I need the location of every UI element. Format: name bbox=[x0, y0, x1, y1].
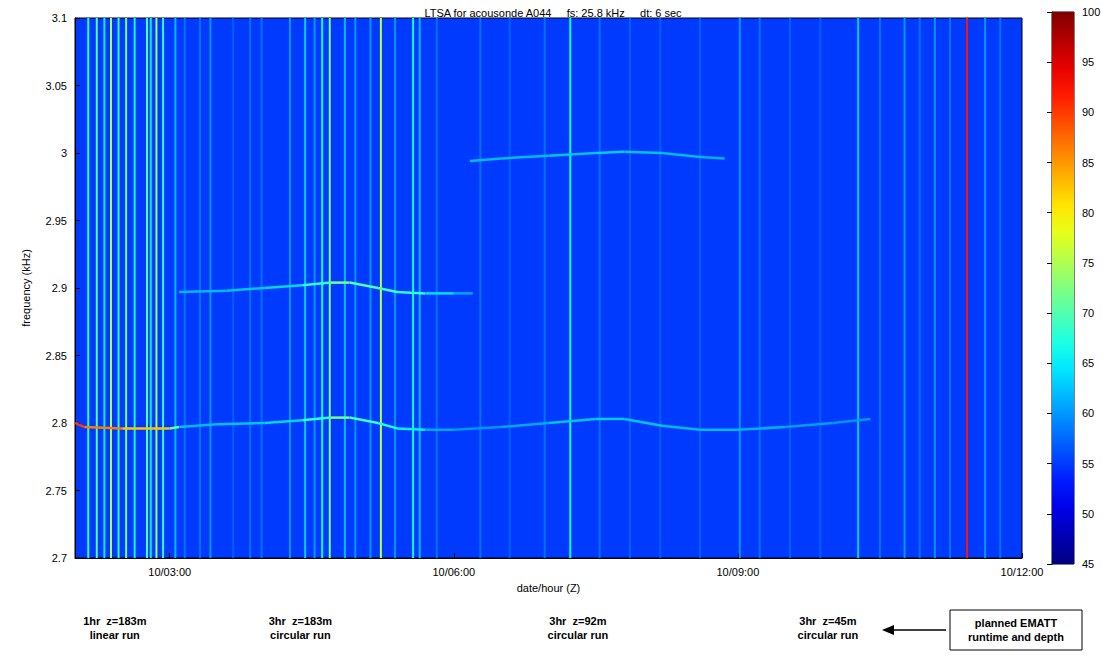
svg-text:3: 3 bbox=[61, 147, 67, 159]
svg-text:75: 75 bbox=[1082, 257, 1094, 269]
svg-text:2.9: 2.9 bbox=[52, 282, 67, 294]
svg-text:100: 100 bbox=[1082, 6, 1100, 18]
svg-text:circular run: circular run bbox=[548, 629, 609, 641]
svg-text:2.8: 2.8 bbox=[52, 417, 67, 429]
svg-text:65: 65 bbox=[1082, 357, 1094, 369]
svg-text:3.1: 3.1 bbox=[52, 12, 67, 24]
svg-text:1hr z=183m: 1hr z=183m bbox=[83, 615, 147, 627]
svg-text:3.05: 3.05 bbox=[46, 80, 67, 92]
svg-text:planned EMATT: planned EMATT bbox=[975, 617, 1058, 629]
svg-text:10/06:00: 10/06:00 bbox=[432, 566, 475, 578]
svg-text:runtime and depth: runtime and depth bbox=[968, 631, 1064, 643]
svg-text:2.7: 2.7 bbox=[52, 552, 67, 564]
svg-text:95: 95 bbox=[1082, 56, 1094, 68]
svg-text:2.85: 2.85 bbox=[46, 350, 67, 362]
svg-text:70: 70 bbox=[1082, 307, 1094, 319]
svg-text:circular run: circular run bbox=[798, 629, 859, 641]
svg-text:50: 50 bbox=[1082, 508, 1094, 520]
svg-text:10/12:00: 10/12:00 bbox=[1001, 566, 1044, 578]
svg-text:2.75: 2.75 bbox=[46, 485, 67, 497]
svg-text:3hr z=92m: 3hr z=92m bbox=[549, 615, 606, 627]
svg-text:85: 85 bbox=[1082, 157, 1094, 169]
svg-text:10/09:00: 10/09:00 bbox=[716, 566, 759, 578]
svg-text:LTSA for acousonde A044 fs: LTSA for acousonde A044 fs: 25.8 kHz dt:… bbox=[424, 7, 682, 19]
svg-text:45: 45 bbox=[1082, 558, 1094, 570]
svg-text:3hr z=45m: 3hr z=45m bbox=[799, 615, 856, 627]
svg-text:90: 90 bbox=[1082, 106, 1094, 118]
svg-text:frequency (kHz): frequency (kHz) bbox=[20, 249, 32, 327]
svg-text:60: 60 bbox=[1082, 407, 1094, 419]
svg-text:circular run: circular run bbox=[270, 629, 331, 641]
svg-text:10/03:00: 10/03:00 bbox=[148, 566, 191, 578]
svg-text:2.95: 2.95 bbox=[46, 215, 67, 227]
svg-text:3hr z=183m: 3hr z=183m bbox=[269, 615, 333, 627]
svg-text:date/hour (Z): date/hour (Z) bbox=[517, 582, 581, 594]
svg-text:80: 80 bbox=[1082, 207, 1094, 219]
svg-text:55: 55 bbox=[1082, 458, 1094, 470]
svg-text:linear run: linear run bbox=[90, 629, 140, 641]
